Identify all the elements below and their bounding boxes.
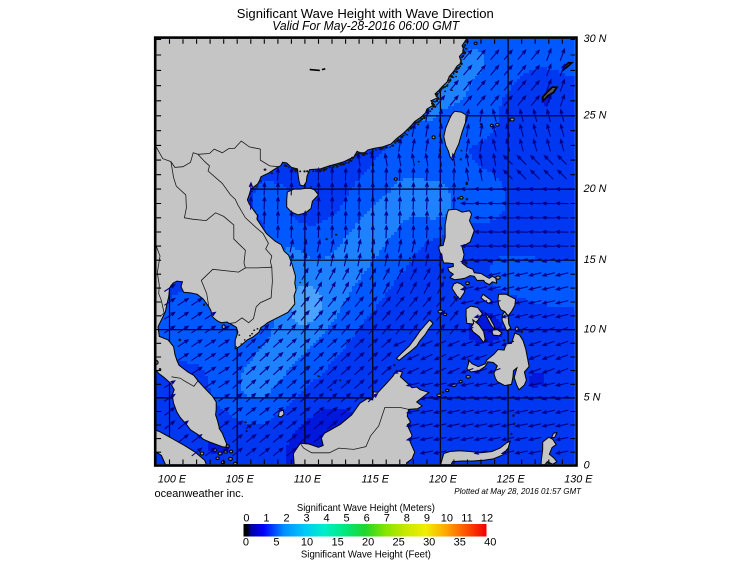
svg-text:oceanweather inc.: oceanweather inc. — [155, 488, 244, 500]
svg-text:15: 15 — [331, 536, 343, 548]
svg-text:Valid For May-28-2016 06:00 GM: Valid For May-28-2016 06:00 GMT — [272, 19, 460, 33]
svg-text:1: 1 — [263, 513, 269, 525]
svg-text:5: 5 — [273, 536, 279, 548]
svg-text:0: 0 — [243, 513, 249, 525]
svg-text:Significant Wave Height (Feet): Significant Wave Height (Feet) — [301, 550, 431, 561]
svg-text:120 E: 120 E — [429, 474, 458, 486]
svg-text:4: 4 — [324, 513, 330, 525]
svg-text:15 N: 15 N — [584, 254, 607, 266]
svg-text:125 E: 125 E — [496, 474, 525, 486]
svg-text:20 N: 20 N — [583, 183, 607, 195]
svg-text:25: 25 — [392, 536, 404, 548]
svg-text:30 N: 30 N — [584, 33, 607, 45]
svg-text:10: 10 — [301, 536, 313, 548]
svg-text:3: 3 — [304, 513, 310, 525]
svg-text:35: 35 — [454, 536, 466, 548]
svg-text:5 N: 5 N — [584, 392, 601, 404]
svg-text:6: 6 — [364, 513, 370, 525]
svg-text:25 N: 25 N — [583, 110, 607, 122]
svg-text:7: 7 — [384, 513, 390, 525]
svg-text:5: 5 — [344, 513, 350, 525]
svg-text:11: 11 — [461, 513, 472, 525]
svg-text:40: 40 — [484, 536, 496, 548]
svg-text:8: 8 — [404, 513, 410, 525]
svg-text:12: 12 — [481, 513, 493, 525]
svg-text:105 E: 105 E — [226, 474, 255, 486]
svg-text:10 N: 10 N — [584, 323, 607, 335]
svg-text:30: 30 — [423, 536, 435, 548]
svg-text:100 E: 100 E — [158, 474, 187, 486]
svg-text:9: 9 — [424, 513, 430, 525]
svg-text:0: 0 — [243, 536, 249, 548]
svg-text:Significant Wave Height (Meter: Significant Wave Height (Meters) — [297, 503, 435, 514]
svg-text:10: 10 — [441, 513, 453, 525]
svg-text:Plotted at May 28, 2016 01:57: Plotted at May 28, 2016 01:57 GMT — [454, 487, 582, 496]
svg-text:110 E: 110 E — [294, 474, 322, 486]
svg-text:115 E: 115 E — [361, 474, 389, 486]
svg-text:Significant Wave Height with W: Significant Wave Height with Wave Direct… — [237, 7, 494, 21]
svg-text:0: 0 — [584, 460, 590, 472]
svg-text:2: 2 — [283, 513, 289, 525]
svg-text:20: 20 — [362, 536, 374, 548]
svg-text:130 E: 130 E — [564, 474, 593, 486]
